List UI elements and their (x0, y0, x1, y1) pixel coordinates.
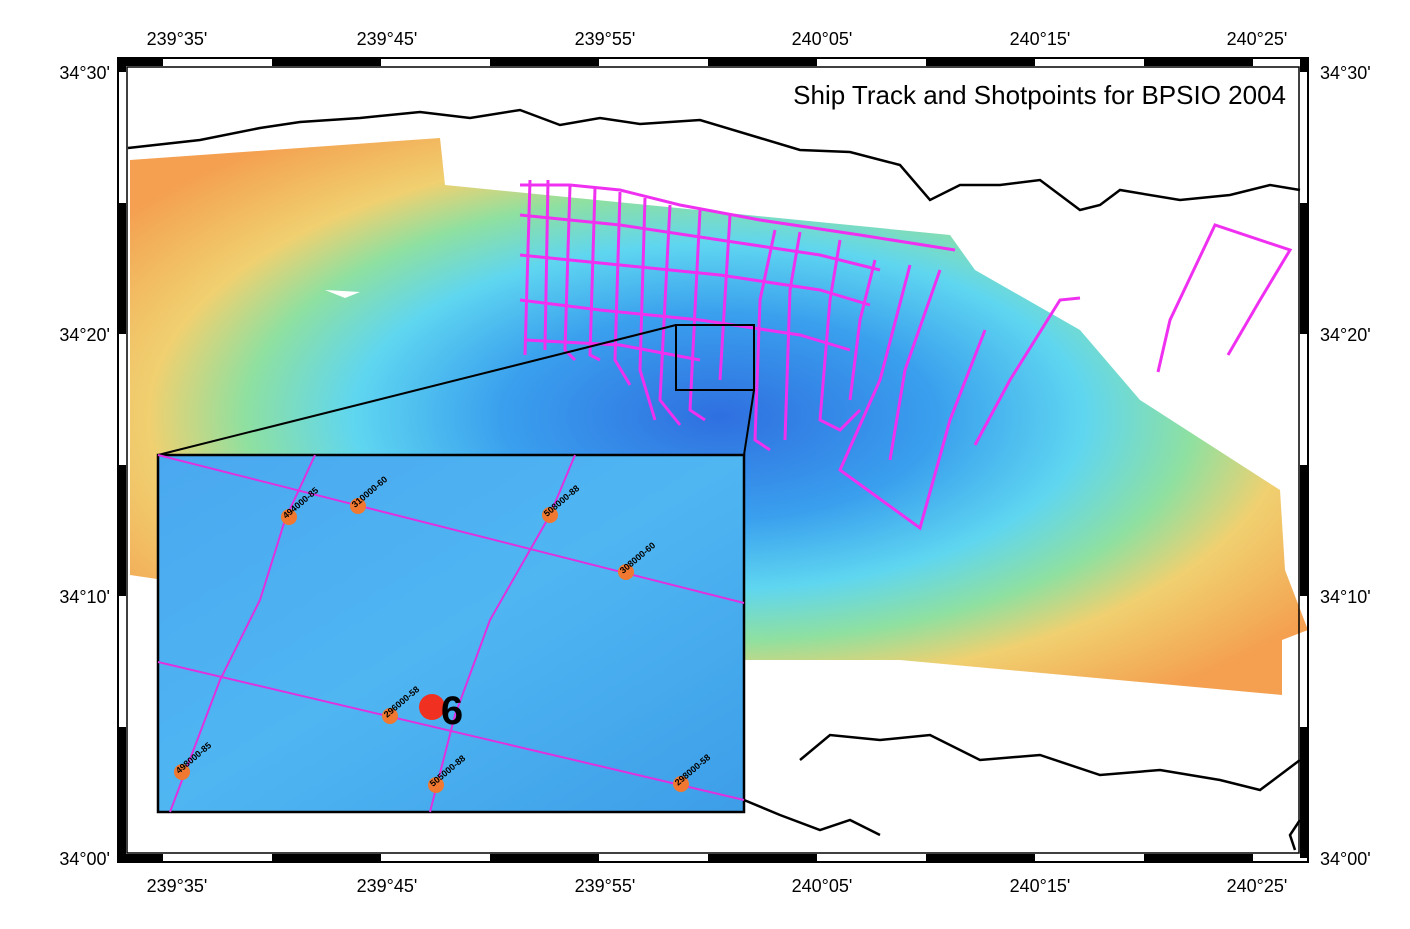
frame-bar (1300, 58, 1308, 72)
latitude-label: 34°30' (59, 63, 110, 83)
frame-bar (118, 58, 126, 72)
shotpoint (542, 507, 558, 523)
land-patch (325, 290, 360, 298)
frame-bar (1300, 727, 1308, 858)
track (973, 296, 1081, 446)
frame-bar (118, 727, 126, 858)
map-title: Ship Track and Shotpoints for BPSIO 2004 (793, 80, 1286, 110)
track (658, 204, 682, 426)
shotpoint (428, 777, 444, 793)
track (563, 184, 577, 362)
graticule-labels: 239°35' 239°35' 239°45' 239°45' 239°55' 239°5… (59, 29, 1370, 896)
frame-bar (1300, 203, 1308, 334)
longitude-label: 240°05' (792, 876, 853, 896)
frame-bar (118, 58, 163, 66)
inset-tracks (157, 454, 745, 813)
track (523, 179, 532, 356)
frame-bar (118, 854, 163, 862)
track (588, 187, 601, 362)
zoom-connector (157, 324, 677, 456)
latitude-label: 34°10' (1320, 587, 1371, 607)
coastline-north (127, 108, 1301, 212)
track (888, 269, 942, 461)
shotpoint (618, 564, 634, 580)
frame-bar (1144, 854, 1253, 862)
track (1156, 223, 1293, 373)
track (543, 179, 550, 351)
track (753, 229, 777, 452)
station-marker (419, 694, 445, 720)
frame-bar (926, 854, 1035, 862)
longitude-label: 240°25' (1227, 876, 1288, 896)
track (519, 213, 881, 272)
coastline-south-2 (743, 798, 881, 837)
longitude-label: 239°55' (575, 29, 636, 49)
frame-bar (490, 58, 599, 66)
latitude-label: 34°20' (1320, 325, 1371, 345)
shotpoint (174, 764, 190, 780)
coastline-south (799, 733, 1301, 792)
frame-bar (926, 58, 1035, 66)
longitude-label: 239°45' (357, 29, 418, 49)
station-label: 6 (441, 689, 463, 733)
frame-bar (1300, 465, 1308, 596)
track (157, 454, 745, 604)
track (519, 253, 871, 307)
latitude-label: 34°20' (59, 325, 110, 345)
longitude-label: 239°35' (147, 876, 208, 896)
zoom-box (675, 324, 755, 391)
latitude-label: 34°00' (1320, 849, 1371, 869)
ship-tracks (519, 179, 1293, 531)
shotpoint (673, 776, 689, 792)
frame-bar (272, 854, 381, 862)
track (818, 239, 862, 432)
frame-bar (708, 58, 817, 66)
track (848, 259, 877, 401)
longitude-label: 239°55' (575, 876, 636, 896)
map-frame (117, 57, 1309, 863)
shotpoint (281, 509, 297, 525)
coastline-south-3 (1288, 819, 1302, 851)
frame-bar (118, 203, 126, 334)
track (638, 197, 657, 421)
track (524, 338, 701, 362)
longitude-label: 240°05' (792, 29, 853, 49)
longitude-label: 240°15' (1010, 876, 1071, 896)
frame-bar (1144, 58, 1253, 66)
frame-bar (118, 465, 126, 596)
track (718, 214, 732, 381)
longitude-label: 239°35' (147, 29, 208, 49)
track (429, 454, 576, 813)
frame-bar (708, 854, 817, 862)
zoom-connector (743, 389, 755, 456)
track (688, 209, 706, 422)
longitude-label: 240°25' (1227, 29, 1288, 49)
latitude-label: 34°10' (59, 587, 110, 607)
frame-bar (490, 854, 599, 862)
longitude-label: 240°15' (1010, 29, 1071, 49)
frame-bar (272, 58, 381, 66)
track (783, 231, 802, 441)
inset: 494000-85 310000-60 508000-88308000-602960… (156, 453, 746, 814)
track (169, 454, 316, 813)
latitude-label: 34°00' (59, 849, 110, 869)
track (519, 298, 851, 352)
shotpoint (382, 708, 398, 724)
shotpoint (350, 498, 366, 514)
track (613, 191, 632, 386)
frame-inner (126, 66, 1300, 854)
longitude-label: 239°45' (357, 876, 418, 896)
latitude-label: 34°30' (1320, 63, 1371, 83)
track (838, 264, 987, 531)
inset-background (156, 453, 746, 814)
